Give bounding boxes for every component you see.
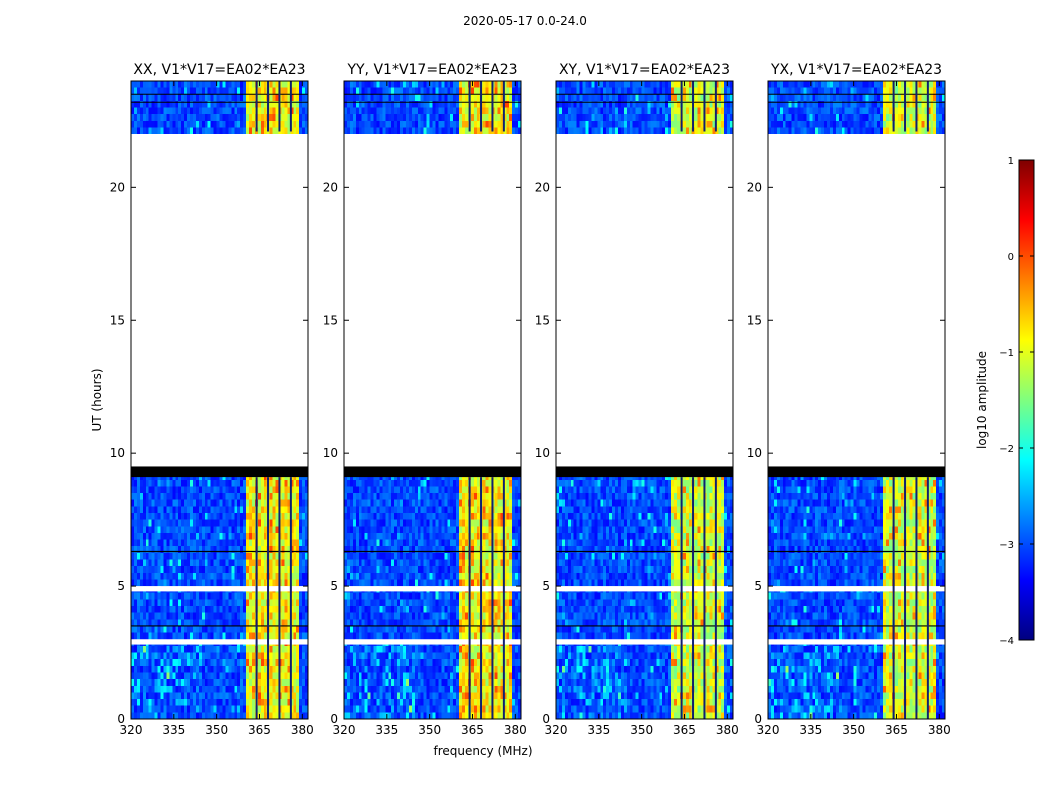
- x-tick-label: 335: [375, 723, 398, 737]
- x-tick-label: 380: [291, 723, 314, 737]
- x-tick-label: 320: [333, 723, 356, 737]
- y-tick-label: 20: [747, 180, 762, 194]
- y-tick-label: 5: [754, 579, 762, 593]
- panel-yy-title: YY, V1*V17=EA02*EA23: [346, 62, 517, 78]
- x-tick-label: 350: [842, 723, 865, 737]
- y-tick-label: 15: [747, 313, 762, 327]
- flagged-row: [131, 466, 308, 478]
- x-axis-label: frequency (MHz): [433, 744, 532, 758]
- x-tick-label: 380: [504, 723, 527, 737]
- y-tick-label: 15: [110, 313, 125, 327]
- y-tick-label: 0: [754, 712, 762, 726]
- panel-yx: YX, V1*V17=EA02*EA23 320 335 350 365 380 0 5 10 1…: [747, 62, 951, 737]
- flagged-row: [344, 466, 521, 478]
- colorbar-tick-label: 0: [1008, 252, 1014, 263]
- x-tick-label: 335: [799, 723, 822, 737]
- panel-yx-frame: [767, 80, 946, 720]
- colorbar: [1018, 159, 1035, 641]
- panel-yy-frame: [343, 80, 522, 720]
- x-tick-label: 380: [928, 723, 951, 737]
- y-tick-label: 0: [330, 712, 338, 726]
- flagged-row: [131, 639, 308, 645]
- panel-xx-heatmap: [131, 81, 308, 719]
- panel-xx: XX, V1*V17=EA02*EA23 320 335 350 365 380 0 5 10 1…: [110, 62, 314, 737]
- panel-xy-heatmap: [556, 81, 733, 719]
- flagged-row: [768, 639, 945, 645]
- colorbar-tick-label: 1: [1008, 156, 1014, 167]
- y-tick-label: 20: [110, 180, 125, 194]
- panel-xx-title: XX, V1*V17=EA02*EA23: [133, 62, 305, 78]
- figure-suptitle: 2020-05-17 0.0-24.0: [463, 14, 587, 28]
- x-tick-label: 320: [545, 723, 568, 737]
- x-tick-label: 350: [418, 723, 441, 737]
- x-tick-label: 320: [120, 723, 143, 737]
- panel-yx-heatmap: [768, 81, 945, 719]
- y-axis-label: UT (hours): [90, 368, 104, 431]
- flagged-row: [768, 586, 945, 592]
- panel-xx-frame: [130, 80, 309, 720]
- x-tick-label: 335: [587, 723, 610, 737]
- colorbar-tick-label: −3: [999, 540, 1014, 551]
- panel-xy-frame: [555, 80, 734, 720]
- panel-yx-title: YX, V1*V17=EA02*EA23: [770, 62, 942, 78]
- panel-xy: XY, V1*V17=EA02*EA23 320 335 350 365 380 0 5 10 1…: [535, 62, 739, 737]
- x-tick-label: 365: [248, 723, 271, 737]
- y-tick-label: 20: [535, 180, 550, 194]
- y-tick-label: 10: [110, 446, 125, 460]
- x-tick-label: 350: [205, 723, 228, 737]
- flagged-row: [131, 586, 308, 592]
- panel-yy-heatmap: [344, 81, 521, 719]
- colorbar-tick-label: −4: [999, 636, 1014, 647]
- y-tick-label: 5: [542, 579, 550, 593]
- flagged-row: [556, 466, 733, 478]
- panel-yy: YY, V1*V17=EA02*EA23 320 335 350 365 380 0 5 10 1…: [323, 62, 527, 737]
- y-tick-label: 0: [117, 712, 125, 726]
- x-tick-label: 365: [885, 723, 908, 737]
- colorbar-label: log10 amplitude: [975, 351, 989, 449]
- flagged-row: [556, 639, 733, 645]
- y-tick-label: 10: [535, 446, 550, 460]
- flagged-row: [768, 466, 945, 478]
- y-tick-label: 10: [747, 446, 762, 460]
- panel-xy-title: XY, V1*V17=EA02*EA23: [559, 62, 730, 78]
- x-tick-label: 365: [673, 723, 696, 737]
- y-tick-label: 15: [535, 313, 550, 327]
- x-tick-label: 335: [162, 723, 185, 737]
- colorbar-tick-label: −1: [999, 348, 1014, 359]
- x-tick-label: 380: [716, 723, 739, 737]
- colorbar-tick-label: −2: [999, 444, 1014, 455]
- x-tick-label: 350: [630, 723, 653, 737]
- x-tick-label: 320: [757, 723, 780, 737]
- flagged-row: [344, 639, 521, 645]
- flagged-row: [556, 586, 733, 592]
- y-tick-label: 5: [330, 579, 338, 593]
- flagged-row: [344, 586, 521, 592]
- x-tick-label: 365: [461, 723, 484, 737]
- y-tick-label: 0: [542, 712, 550, 726]
- y-tick-label: 15: [323, 313, 338, 327]
- y-tick-label: 10: [323, 446, 338, 460]
- y-tick-label: 5: [117, 579, 125, 593]
- y-tick-label: 20: [323, 180, 338, 194]
